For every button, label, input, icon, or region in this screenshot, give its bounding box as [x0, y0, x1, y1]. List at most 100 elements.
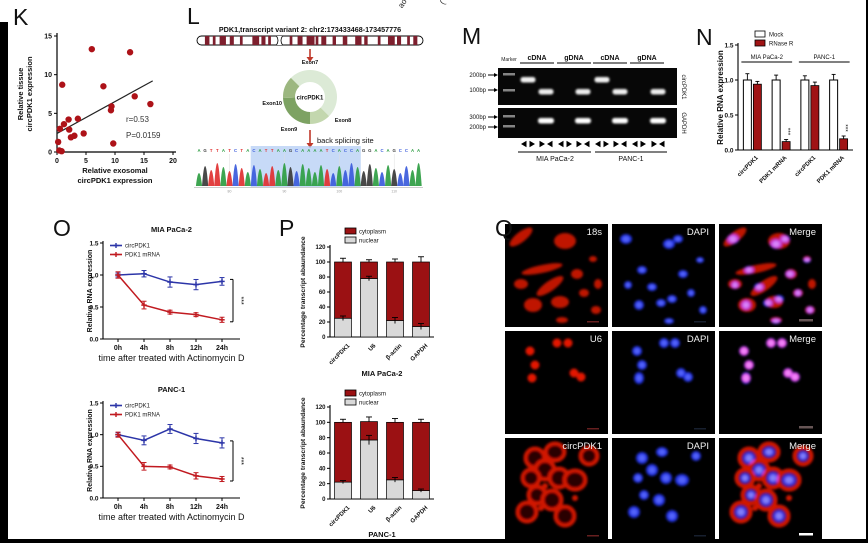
- panel-p-label: P: [279, 215, 295, 241]
- svg-text:120: 120: [315, 405, 326, 411]
- svg-text:C: C: [344, 148, 347, 153]
- svg-text:T: T: [228, 148, 231, 153]
- svg-text:4h: 4h: [140, 504, 148, 511]
- svg-text:5: 5: [48, 111, 52, 118]
- svg-text:100: 100: [315, 260, 326, 266]
- svg-text:GAPDH: GAPDH: [410, 343, 430, 363]
- svg-text:T: T: [271, 148, 274, 153]
- svg-text:Relative RNA expression: Relative RNA expression: [716, 50, 725, 145]
- svg-text:PDK1 mRNA: PDK1 mRNA: [816, 155, 846, 185]
- svg-text:1.0: 1.0: [89, 432, 98, 439]
- svg-text:8h: 8h: [166, 504, 174, 511]
- svg-text:Relative exosomal: Relative exosomal: [82, 166, 147, 175]
- svg-text:Mock: Mock: [769, 33, 784, 39]
- svg-text:0.0: 0.0: [89, 336, 98, 343]
- svg-text:circPDK1: circPDK1: [297, 96, 324, 102]
- svg-text:circPDK1: circPDK1: [328, 505, 352, 529]
- svg-text:Relative RNA expression: Relative RNA expression: [87, 409, 94, 492]
- svg-text:GAPDH: GAPDH: [410, 505, 430, 525]
- panel-p-stacked-bar-panc1: cytoplasm nuclear 0 20 40 60 80 100 120 Percentag…: [300, 389, 434, 539]
- svg-text:100: 100: [315, 421, 326, 427]
- q-cell-r2-u6: U6: [505, 331, 608, 434]
- svg-text:100bp: 100bp: [469, 88, 486, 94]
- svg-text:T: T: [326, 148, 329, 153]
- svg-text:cDNA: cDNA: [600, 55, 619, 62]
- svg-text:10: 10: [111, 158, 119, 165]
- left-border: [0, 22, 8, 543]
- svg-text:MIA PaCa-2: MIA PaCa-2: [151, 225, 192, 234]
- svg-text:0: 0: [55, 158, 59, 165]
- svg-text:100: 100: [336, 190, 342, 194]
- svg-text:circPDK1: circPDK1: [125, 404, 151, 410]
- q-cell-r3-merge: Merge: [719, 438, 822, 541]
- svg-text:PDK1 mRNA: PDK1 mRNA: [759, 155, 789, 185]
- svg-text:MIA PaCa-2: MIA PaCa-2: [536, 156, 574, 163]
- q-cell-r1-18s: 18s: [505, 224, 608, 327]
- right-border: [866, 0, 868, 543]
- svg-text:***: ***: [237, 457, 244, 465]
- q-cell-r2-dapi: DAPI: [612, 331, 715, 434]
- svg-text:0: 0: [322, 497, 326, 503]
- svg-text:back splicing site: back splicing site: [317, 136, 374, 145]
- svg-text:time after treated with Actino: time after treated with Actinomycin D: [98, 353, 245, 363]
- svg-text:110: 110: [391, 190, 397, 194]
- svg-text:A: A: [417, 148, 420, 153]
- svg-text:15: 15: [140, 158, 148, 165]
- svg-text:60: 60: [319, 290, 326, 296]
- svg-text:C: C: [350, 148, 353, 153]
- svg-text:C: C: [332, 148, 335, 153]
- panel-l-circ-schematic: PDK1,transcript variant 2: chr2:17343346…: [194, 25, 424, 194]
- svg-text:cytoplasm: cytoplasm: [359, 392, 386, 398]
- svg-text:80: 80: [228, 190, 232, 194]
- svg-text:circPDK1: circPDK1: [680, 74, 686, 100]
- svg-text:Relative RNA expression: Relative RNA expression: [87, 250, 94, 333]
- svg-text:Exon10: Exon10: [262, 101, 282, 107]
- svg-text:PANC-1: PANC-1: [813, 55, 835, 61]
- panel-l-label: L: [187, 3, 200, 29]
- svg-text:circPDK1: circPDK1: [794, 155, 818, 179]
- svg-text:nuclear: nuclear: [359, 401, 379, 407]
- svg-text:1.5: 1.5: [89, 400, 98, 407]
- svg-text:nuclear: nuclear: [359, 239, 379, 245]
- svg-text:200bp: 200bp: [469, 125, 486, 131]
- svg-text:G: G: [203, 148, 207, 153]
- svg-text:Percentage transcript abaundan: Percentage transcript abaundance: [300, 236, 307, 348]
- q-cell-r2-merge: Merge: [719, 331, 822, 434]
- q-cell-label: circPDK1: [562, 441, 602, 452]
- svg-text:A: A: [374, 148, 377, 153]
- svg-text:A: A: [313, 148, 316, 153]
- svg-text:C: C: [252, 148, 255, 153]
- svg-text:A: A: [307, 148, 310, 153]
- svg-text:gDNA: gDNA: [564, 55, 583, 62]
- svg-text:MIA PaCa-2: MIA PaCa-2: [362, 369, 403, 378]
- svg-text:circPDK1: circPDK1: [328, 343, 352, 367]
- svg-text:1.5: 1.5: [89, 240, 98, 247]
- svg-text:PANC-1: PANC-1: [368, 530, 395, 539]
- svg-text:PANC-1: PANC-1: [618, 156, 643, 163]
- svg-text:C: C: [234, 148, 237, 153]
- svg-text:40: 40: [319, 305, 326, 311]
- svg-text:A: A: [387, 148, 390, 153]
- svg-text:Marker: Marker: [501, 57, 517, 63]
- svg-text:A: A: [356, 148, 359, 153]
- q-cell-label: DAPI: [686, 227, 709, 238]
- svg-text:0: 0: [48, 150, 52, 157]
- svg-text:circPDK1: circPDK1: [125, 244, 151, 250]
- svg-text:8h: 8h: [166, 345, 174, 352]
- svg-text:P=0.0159: P=0.0159: [126, 131, 161, 140]
- svg-text:r=0.53: r=0.53: [126, 115, 149, 124]
- svg-text:20: 20: [319, 320, 326, 326]
- panel-q-label: Q: [495, 215, 513, 241]
- svg-text:GAPDH: GAPDH: [680, 112, 686, 133]
- svg-text:A: A: [301, 148, 304, 153]
- q-cell-r1-merge: Merge: [719, 224, 822, 327]
- svg-text:A: A: [319, 148, 322, 153]
- svg-text:β-actin: β-actin: [385, 505, 403, 523]
- svg-text:A: A: [222, 148, 225, 153]
- svg-text:RNase R: RNase R: [769, 42, 794, 48]
- q-cell-r3-dapi: DAPI: [612, 438, 715, 541]
- svg-text:T: T: [265, 148, 268, 153]
- svg-text:90: 90: [282, 190, 286, 194]
